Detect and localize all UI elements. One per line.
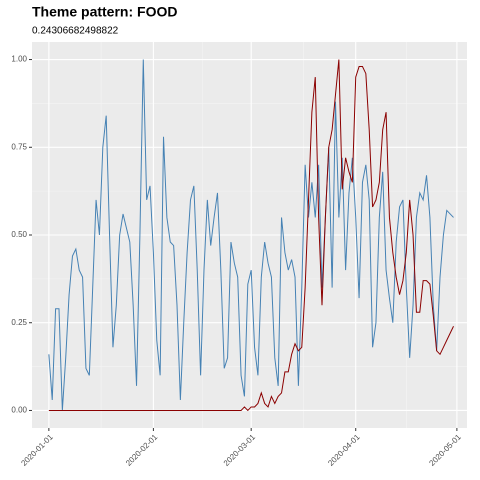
y-tick-label: 0.50 bbox=[11, 230, 27, 239]
y-tick-label: 0.75 bbox=[11, 142, 27, 151]
x-tick-label: 2020-03-01 bbox=[222, 432, 258, 468]
x-tick-label: 2020-05-01 bbox=[427, 432, 463, 468]
x-tick-label: 2020-04-01 bbox=[326, 432, 362, 468]
x-tick-label: 2020-01-01 bbox=[19, 432, 55, 468]
line bbox=[48, 59, 454, 411]
y-tick-label: 0.25 bbox=[11, 318, 27, 327]
chart-title: Theme pattern: FOOD bbox=[32, 4, 177, 20]
line bbox=[48, 59, 454, 412]
chart-subtitle: 0.24306682498822 bbox=[32, 26, 119, 37]
y-tick-label: 1.00 bbox=[11, 55, 27, 64]
x-tick-label: 2020-02-01 bbox=[124, 432, 160, 468]
y-tick-label: 0.00 bbox=[11, 406, 27, 415]
